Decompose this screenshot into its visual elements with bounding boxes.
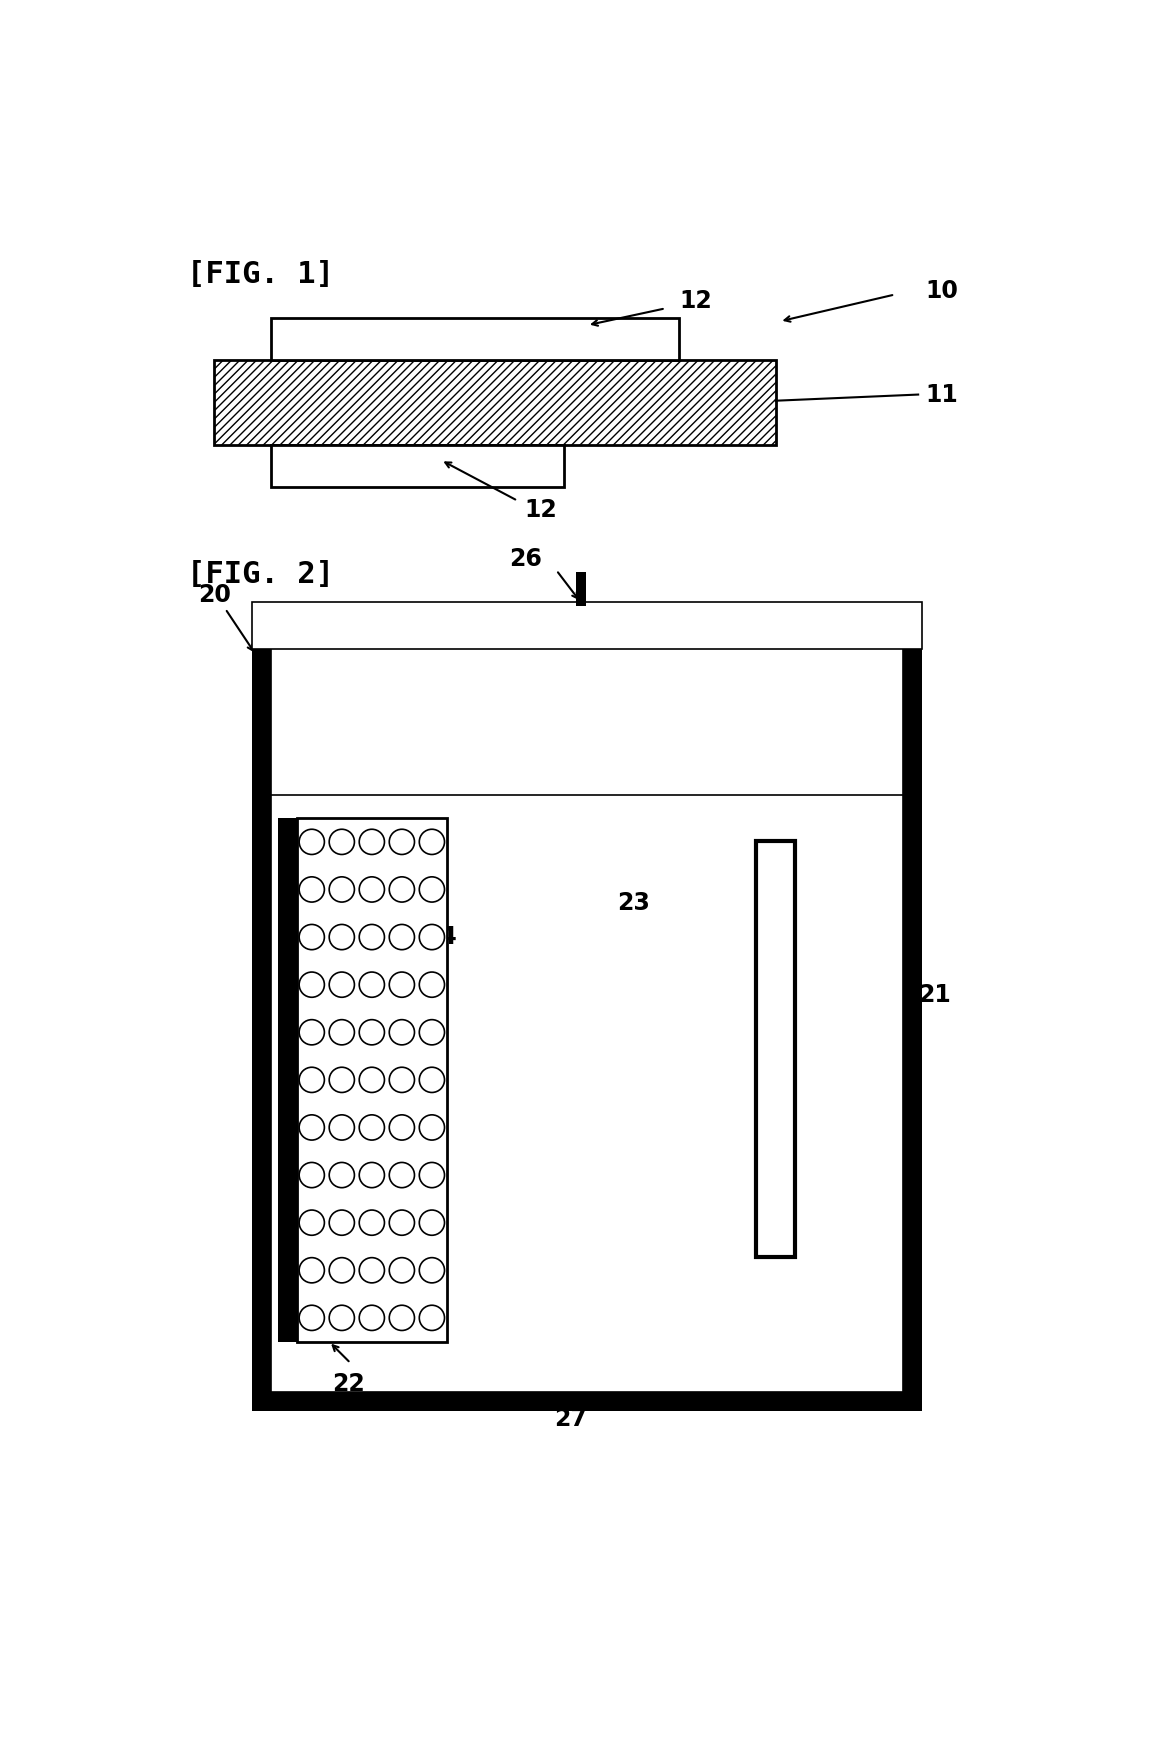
Circle shape [419,1210,445,1236]
Text: 10: 10 [926,278,959,302]
Circle shape [419,1019,445,1045]
Circle shape [419,1257,445,1283]
Circle shape [389,829,415,855]
Circle shape [359,925,385,949]
Circle shape [299,925,324,949]
Bar [278,818,296,1342]
Bar [575,572,587,607]
Circle shape [419,925,445,949]
Circle shape [299,1257,324,1283]
Circle shape [329,1162,354,1187]
Circle shape [299,1019,324,1045]
Bar [272,444,564,488]
Circle shape [299,1115,324,1140]
Circle shape [359,1210,385,1236]
Circle shape [359,1115,385,1140]
Circle shape [389,877,415,902]
Text: 27: 27 [553,1407,587,1432]
Bar [756,841,795,1257]
Circle shape [419,1068,445,1092]
Circle shape [329,925,354,949]
Text: [FIG. 1]: [FIG. 1] [187,260,333,288]
Circle shape [359,877,385,902]
Circle shape [329,877,354,902]
Circle shape [419,1162,445,1187]
Circle shape [329,1210,354,1236]
Text: 11: 11 [926,383,959,407]
Circle shape [389,1257,415,1283]
Text: 26: 26 [509,547,541,570]
Circle shape [359,1068,385,1092]
Bar [296,818,447,1342]
Circle shape [329,829,354,855]
Circle shape [299,829,324,855]
Circle shape [389,925,415,949]
Circle shape [419,877,445,902]
Circle shape [419,829,445,855]
Circle shape [299,1210,324,1236]
Bar [252,1391,921,1411]
Text: 25: 25 [297,857,330,879]
Bar [252,649,272,1411]
Circle shape [329,1019,354,1045]
Circle shape [419,972,445,998]
Text: 24: 24 [424,925,457,949]
Circle shape [389,1068,415,1092]
Circle shape [359,972,385,998]
Text: 22: 22 [332,1372,365,1397]
Circle shape [359,1019,385,1045]
Circle shape [329,972,354,998]
Circle shape [329,1257,354,1283]
Bar [272,649,903,1391]
Circle shape [359,1257,385,1283]
Circle shape [299,972,324,998]
Text: 21: 21 [918,982,951,1007]
Circle shape [389,1162,415,1187]
Text: 12: 12 [524,498,558,523]
Text: 23: 23 [617,891,650,914]
Circle shape [299,877,324,902]
Circle shape [389,972,415,998]
Circle shape [329,1115,354,1140]
Circle shape [389,1019,415,1045]
Circle shape [419,1306,445,1330]
Circle shape [359,829,385,855]
Text: 12: 12 [680,288,712,313]
Circle shape [359,1162,385,1187]
Text: [FIG. 2]: [FIG. 2] [187,559,333,589]
Circle shape [359,1306,385,1330]
Bar [272,318,680,360]
Bar [903,649,921,1411]
Circle shape [299,1306,324,1330]
Bar [252,603,921,649]
Circle shape [299,1068,324,1092]
Circle shape [389,1210,415,1236]
Circle shape [299,1162,324,1187]
Circle shape [389,1115,415,1140]
Bar [214,360,776,444]
Circle shape [419,1115,445,1140]
Circle shape [389,1306,415,1330]
Circle shape [329,1306,354,1330]
Text: 20: 20 [199,582,231,607]
Circle shape [329,1068,354,1092]
